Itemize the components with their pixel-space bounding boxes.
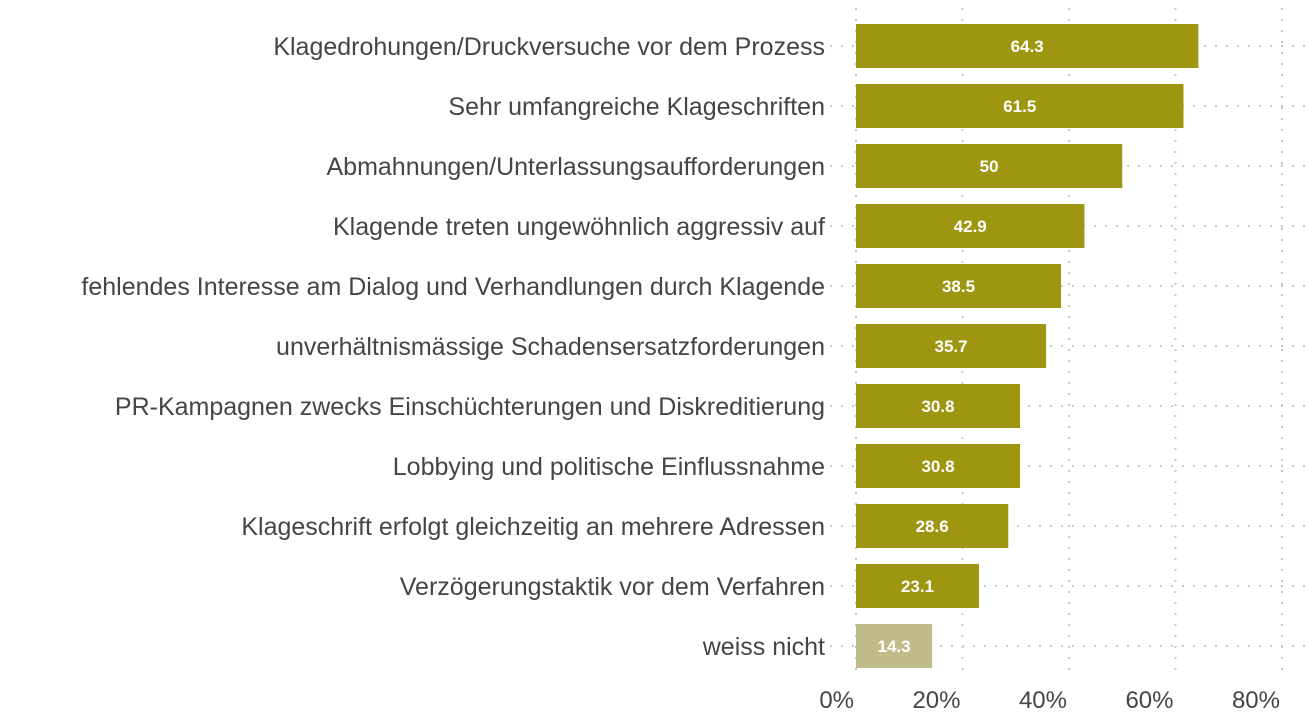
- x-tick-label: 80%: [1232, 687, 1280, 714]
- category-label: Klagedrohungen/Druckversuche vor dem Pro…: [273, 33, 825, 61]
- bar: [856, 564, 980, 608]
- data-label: 28.6: [916, 517, 949, 536]
- bar: [856, 204, 1085, 248]
- category-label: Klagende treten ungewöhnlich aggressiv a…: [333, 213, 825, 241]
- data-label: 14.3: [878, 637, 911, 656]
- data-label: 61.5: [1003, 97, 1036, 116]
- x-tick-label: 40%: [1019, 687, 1067, 714]
- category-label: fehlendes Interesse am Dialog und Verhan…: [81, 273, 825, 301]
- bar: [856, 324, 1047, 368]
- x-tick-label: 20%: [912, 687, 960, 714]
- data-label: 64.3: [1011, 37, 1044, 56]
- data-label: 30.8: [921, 457, 954, 476]
- bar: [856, 504, 1009, 548]
- bar: [856, 384, 1021, 428]
- data-label: 50: [980, 157, 999, 176]
- category-labels: Klagedrohungen/Druckversuche vor dem Pro…: [81, 33, 825, 661]
- category-label: Abmahnungen/Unterlassungsaufforderungen: [326, 153, 825, 181]
- bar: [856, 624, 933, 668]
- x-tick-label: 60%: [1125, 687, 1173, 714]
- category-label: Klageschrift erfolgt gleichzeitig an meh…: [241, 513, 825, 541]
- data-label: 38.5: [942, 277, 975, 296]
- bar: [856, 264, 1062, 308]
- data-label: 42.9: [954, 217, 987, 236]
- bar: [856, 144, 1123, 188]
- category-label: PR-Kampagnen zwecks Einschüchterungen un…: [115, 393, 825, 421]
- bar: [856, 444, 1021, 488]
- bars: 64.3 61.5 50 42.9 38.5 35.7 30.8 30.8 28.6 23.1 14…: [856, 24, 1199, 668]
- category-label: unverhältnismässige Schadensersatzforder…: [276, 333, 825, 361]
- data-label: 30.8: [921, 397, 954, 416]
- category-label: weiss nicht: [702, 633, 825, 661]
- data-label: 35.7: [935, 337, 968, 356]
- category-label: Sehr umfangreiche Klageschriften: [448, 93, 825, 121]
- x-axis-ticks: 0% 20% 40% 60% 80%: [819, 687, 1280, 714]
- bar: [856, 84, 1184, 128]
- bar: [856, 24, 1199, 68]
- data-label: 23.1: [901, 577, 934, 596]
- category-label: Verzögerungstaktik vor dem Verfahren: [400, 573, 825, 601]
- x-tick-label: 0%: [819, 687, 854, 714]
- category-label: Lobbying und politische Einflussnahme: [393, 453, 825, 481]
